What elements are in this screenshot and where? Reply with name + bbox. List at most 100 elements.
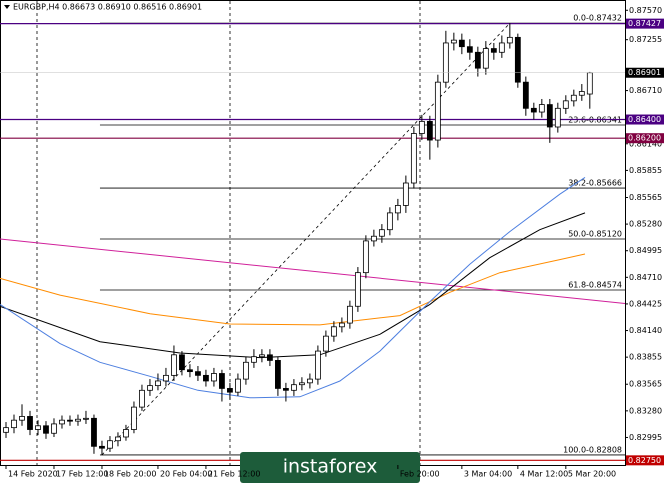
candle-body <box>346 305 353 324</box>
candle-body <box>474 51 481 69</box>
candle-body <box>155 380 161 387</box>
candle-body <box>163 374 169 382</box>
price-box <box>626 67 664 78</box>
candle-body <box>442 42 449 83</box>
candle-body <box>522 81 529 109</box>
candle-body <box>562 100 569 109</box>
candle-body <box>43 425 49 434</box>
candle-body <box>394 205 401 214</box>
candle-body <box>259 354 265 358</box>
candle-body <box>147 385 153 391</box>
x-tick-label: Feb 20:00 <box>400 470 440 479</box>
candle-body <box>139 389 145 408</box>
level-box <box>626 18 664 29</box>
candle-body <box>59 419 65 425</box>
price-label: 0.86901 <box>628 68 661 77</box>
candle-body <box>498 42 505 53</box>
y-tick-label: 0.85565 <box>629 193 662 202</box>
candle-body <box>171 354 177 376</box>
candle-body <box>115 436 121 442</box>
candle-body <box>514 36 521 83</box>
candle-body <box>99 445 105 449</box>
level-label: 0.87427 <box>628 19 661 28</box>
candle-body <box>410 133 417 184</box>
candle-body <box>570 94 577 102</box>
y-tick-label: 0.84995 <box>629 246 662 255</box>
plot-frame <box>0 0 626 466</box>
candle-body <box>291 384 297 391</box>
candle-body <box>530 107 537 113</box>
candle-body <box>219 373 225 389</box>
y-tick-label: 0.85280 <box>629 220 662 229</box>
candle-body <box>283 388 289 391</box>
candle-body <box>3 427 9 433</box>
candle-body <box>75 418 81 422</box>
candle-body <box>554 107 561 128</box>
indicator-line <box>0 176 586 399</box>
candle-body <box>482 48 489 69</box>
y-tick-label: 0.83280 <box>629 406 662 415</box>
x-tick-label: 5 Mar 20:00 <box>568 470 616 479</box>
candle-body <box>434 81 441 141</box>
fib-label: 61.8-0.84574 <box>568 281 622 290</box>
level-label: 0.86200 <box>628 134 661 143</box>
candle-body <box>299 382 305 386</box>
fib-label: 50.0-0.85120 <box>568 230 622 239</box>
candle-body <box>538 104 545 113</box>
candle-body <box>11 419 17 429</box>
fib-label: 38.2-0.85666 <box>568 179 622 188</box>
candle-body <box>418 120 425 134</box>
y-tick-label: 0.84140 <box>629 326 662 335</box>
level-label: 0.86400 <box>628 115 661 124</box>
y-tick-label: 0.83565 <box>629 380 662 389</box>
y-tick-label: 0.84425 <box>629 299 662 308</box>
candle-body <box>211 373 217 382</box>
fib-label: 0.0-0.87432 <box>573 14 622 23</box>
candle-body <box>370 235 377 242</box>
candle-body <box>51 423 57 434</box>
candle-body <box>131 406 137 430</box>
candle-body <box>267 354 273 361</box>
candle-body <box>386 212 393 231</box>
y-tick-label: 0.83855 <box>629 353 662 362</box>
candle-body <box>458 39 465 48</box>
level-box <box>626 455 664 466</box>
candle-body <box>187 369 193 373</box>
y-tick-label: 0.86710 <box>629 86 662 95</box>
indicator-line <box>0 212 586 359</box>
y-tick-label: 0.87255 <box>629 35 662 44</box>
candle-body <box>362 240 369 274</box>
x-tick-label: 20 Feb 04:00 <box>160 470 212 479</box>
candle-body <box>19 416 25 421</box>
candle-body <box>27 416 33 430</box>
candle-body <box>546 104 553 128</box>
candle-body <box>402 182 409 206</box>
candle-body <box>506 36 513 44</box>
x-tick-label: 4 Mar 12:00 <box>520 470 568 479</box>
level-box <box>626 114 664 125</box>
candle-body <box>490 48 497 53</box>
candle-body <box>275 360 281 389</box>
x-tick-label: 3 Mar 04:00 <box>464 470 512 479</box>
candle-body <box>450 39 457 44</box>
candle-body <box>354 272 361 307</box>
candle-body <box>586 72 593 95</box>
candle-body <box>179 354 185 371</box>
chart-title: EURGBP,H4 0.86673 0.86910 0.86516 0.8690… <box>13 3 202 12</box>
candle-body <box>314 350 321 380</box>
candle-body <box>91 417 97 447</box>
y-tick-label: 0.85855 <box>629 166 662 175</box>
candle-body <box>243 361 249 380</box>
candle-body <box>83 417 89 420</box>
y-tick-label: 0.84710 <box>629 273 662 282</box>
indicator-line <box>0 238 626 304</box>
candle-body <box>338 322 345 328</box>
candle-body <box>67 419 73 422</box>
candle-body <box>426 120 433 141</box>
fib-label: 100.0-0.82808 <box>563 445 622 454</box>
candle-body <box>203 374 209 382</box>
header-arrow <box>4 5 10 9</box>
level-box <box>626 133 664 144</box>
